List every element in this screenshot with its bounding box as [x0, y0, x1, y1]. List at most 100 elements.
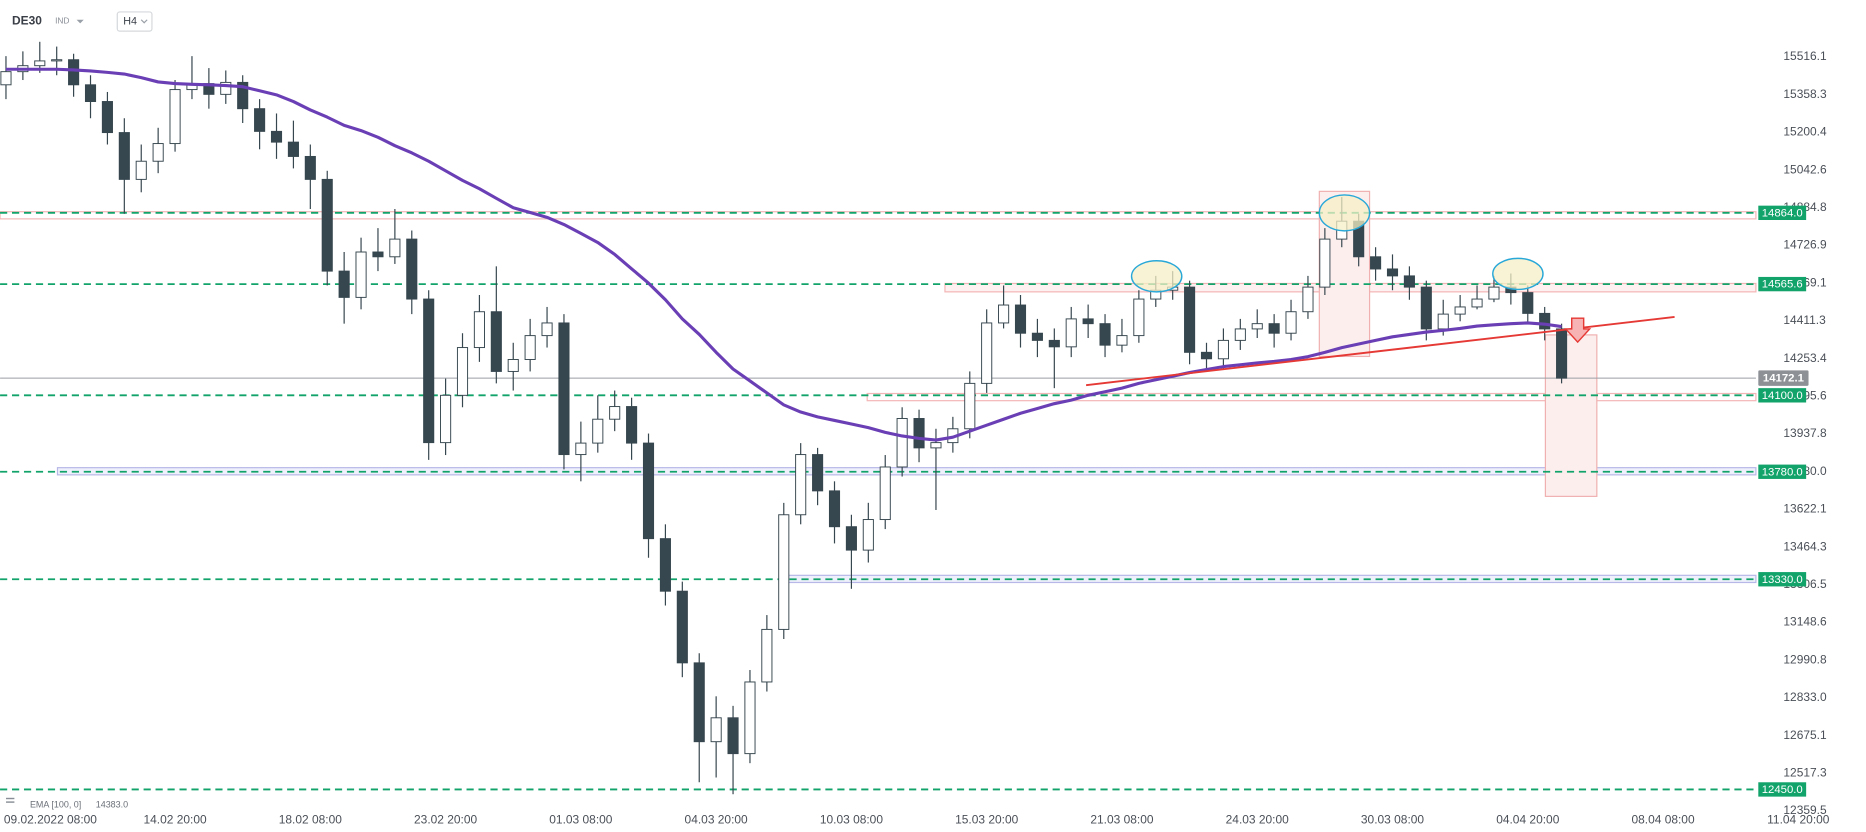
candle-body: [609, 406, 621, 420]
candle-body: [507, 359, 519, 372]
y-tick-label: 12517.3: [1783, 766, 1827, 780]
y-tick-label: 13622.1: [1783, 502, 1827, 516]
candle-body: [727, 717, 739, 755]
candle-body: [135, 160, 147, 180]
y-tick-label: 15516.1: [1783, 49, 1827, 63]
indicator-name: EMA [100, 0]: [30, 799, 81, 809]
candle-body: [592, 418, 604, 444]
down-arrow: [1564, 317, 1592, 344]
x-tick-label: 08.04 08:00: [1631, 813, 1694, 827]
level-tag: [1758, 572, 1807, 587]
candle-body: [558, 322, 570, 456]
candle-body: [676, 590, 688, 664]
candle-body: [1471, 298, 1483, 308]
candle-body: [84, 84, 97, 102]
candle-body: [1116, 335, 1128, 346]
candle-body: [998, 304, 1010, 324]
indicator-value: 14383.0: [96, 799, 128, 809]
x-tick-label: 14.02 20:00: [143, 813, 206, 827]
candle-body: [626, 406, 638, 444]
axes: 15516.115358.315200.415042.614884.814726…: [4, 49, 1830, 826]
interval[interactable]: H4: [123, 15, 137, 27]
candle-body: [34, 60, 46, 67]
candle-body: [101, 101, 113, 134]
candle-body: [710, 717, 722, 743]
candle-body: [389, 238, 401, 258]
candle-body: [440, 394, 452, 444]
candle-body: [304, 155, 316, 180]
candle-body: [406, 238, 418, 300]
y-tick-label: 13937.8: [1783, 426, 1827, 440]
candle-body: [1437, 313, 1449, 330]
x-tick-label: 09.02.2022 08:00: [4, 813, 97, 827]
level-tag: [1758, 205, 1807, 221]
dropdown-icon[interactable]: [76, 19, 84, 24]
candle-body: [1285, 311, 1297, 334]
zone-box: [0, 211, 1757, 220]
y-tick-label: 14411.3: [1783, 313, 1826, 327]
candle-body: [795, 454, 807, 516]
candle-body: [812, 454, 824, 492]
level-tag: [1758, 388, 1807, 403]
candle-body: [152, 143, 164, 162]
candle-body: [778, 514, 790, 630]
zone-box: [866, 392, 1757, 402]
candle-body: [1133, 298, 1145, 337]
y-tick-label: 15042.6: [1783, 162, 1827, 176]
y-tick-label: 12833.0: [1783, 690, 1827, 704]
candle-body: [1048, 339, 1060, 348]
x-tick-label: 11.04 20:00: [1767, 813, 1830, 827]
last-price-label: 14172.1: [1763, 373, 1804, 385]
candle-body: [1031, 332, 1043, 341]
level-label: 14100.0: [1762, 390, 1803, 402]
candle-body: [355, 251, 367, 298]
candle-body: [642, 442, 655, 540]
y-tick-label: 12990.8: [1783, 652, 1827, 666]
pattern-ellipse: [1318, 194, 1371, 232]
candle-body: [575, 442, 587, 456]
drawings: [1085, 194, 1675, 387]
x-tick-label: 01.03 08:00: [549, 813, 612, 827]
candle-body: [1370, 256, 1382, 270]
candle-body: [879, 466, 891, 521]
candle-body: [1234, 328, 1246, 341]
y-tick-label: 12359.5: [1783, 803, 1827, 817]
indicator-icon: [6, 797, 15, 800]
candle-body: [287, 141, 299, 157]
y-tick-label: 13464.3: [1783, 539, 1827, 553]
level-label: 14565.6: [1762, 279, 1803, 291]
y-tick-label: 14253.4: [1783, 351, 1827, 365]
candle-body: [1200, 351, 1213, 360]
candle-body: [1556, 328, 1568, 379]
y-tick-label: 12675.1: [1783, 728, 1827, 742]
indicator-icon: [6, 801, 15, 803]
candle-body: [0, 71, 12, 86]
levels: [0, 211, 1756, 791]
y-tick-label: 15200.4: [1783, 125, 1827, 139]
x-tick-label: 04.04 20:00: [1496, 813, 1559, 827]
last-price-tag: [1758, 370, 1809, 386]
candle-body: [1014, 304, 1027, 334]
x-tick-label: 18.02 08:00: [279, 813, 342, 827]
candle-body: [524, 335, 536, 360]
candle-body: [1268, 323, 1280, 334]
candle-body: [1454, 306, 1466, 315]
candle-body: [1403, 275, 1415, 288]
candle-body: [1099, 323, 1111, 346]
interval-box[interactable]: [116, 11, 153, 32]
x-tick-label: 23.02 20:00: [414, 813, 477, 827]
ema-line: [5, 67, 1562, 442]
candle-body: [321, 178, 333, 272]
y-tick-label: 13148.6: [1783, 615, 1827, 629]
candle-body: [490, 311, 502, 372]
level-tag: [1758, 464, 1807, 479]
y-tick-label: 15358.3: [1783, 87, 1827, 101]
candle-body: [744, 681, 756, 755]
target-box: [1544, 334, 1598, 497]
candle-body: [1251, 323, 1263, 330]
candle-body: [981, 322, 993, 384]
candle-body: [913, 418, 925, 449]
x-tick-label: 10.03 08:00: [820, 813, 883, 827]
candle-body: [693, 662, 705, 743]
